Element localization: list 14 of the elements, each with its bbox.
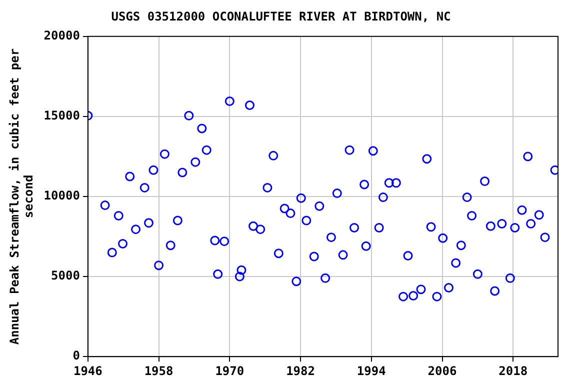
y-axis-title: Annual Peak Streamflow, in cubic feet per second [7,48,36,345]
x-tick-label: 1946 [73,364,102,378]
y-tick-label: 20000 [44,28,80,43]
y-tick-label: 15000 [44,108,80,123]
chart-title: USGS 03512000 OCONALUFTEE RIVER AT BIRDTOWN, NC [111,9,451,24]
x-tick-label: 2018 [498,364,528,378]
y-tick-label: 0 [72,348,80,363]
y-tick-label: 10000 [44,188,80,203]
x-tick-label: 1982 [286,364,315,378]
x-tick-label: 1994 [356,364,386,378]
x-tick-label: 1958 [144,364,174,378]
y-tick-label: 5000 [51,268,80,283]
x-tick-label: 2006 [428,364,457,378]
x-tick-label: 1970 [215,364,244,378]
